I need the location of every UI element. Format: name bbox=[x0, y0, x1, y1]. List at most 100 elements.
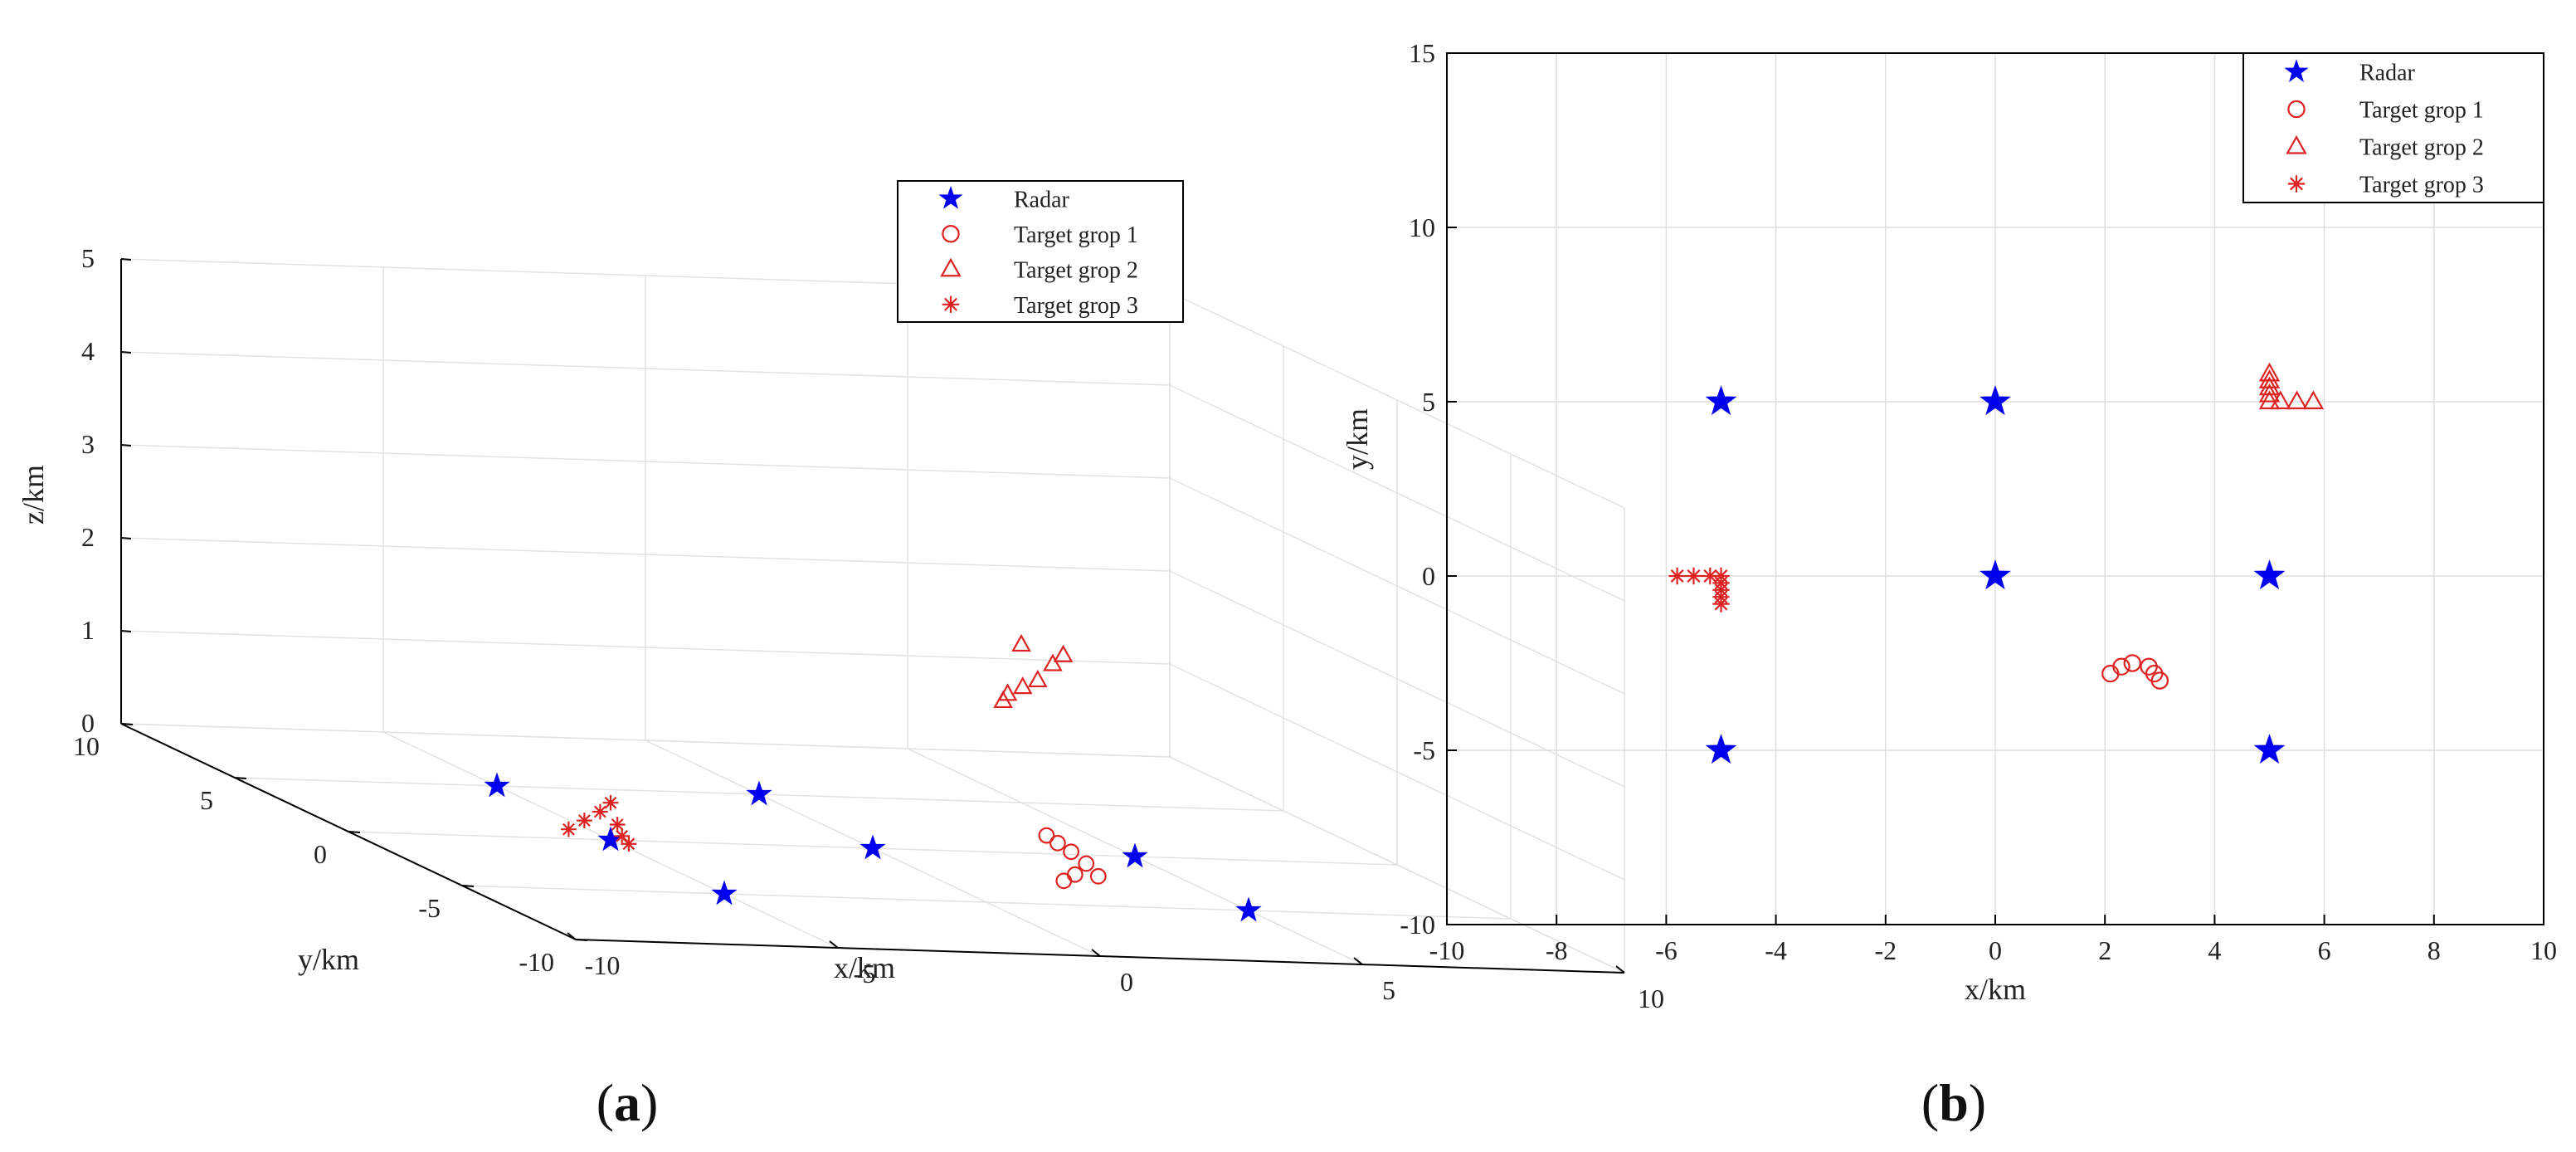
y-axis-label: y/km bbox=[1341, 408, 1374, 470]
data-point-radar bbox=[2253, 734, 2286, 764]
data-point-target-grop-1 bbox=[1038, 827, 1055, 844]
tick-label-x: 2 bbox=[2098, 935, 2111, 965]
tick-label-x: -5 bbox=[854, 959, 876, 988]
wall-gridline-z bbox=[1169, 477, 1625, 695]
tick-label-x: 8 bbox=[2427, 935, 2441, 965]
legend-marker-radar bbox=[938, 185, 963, 209]
tick-label-z: 0 bbox=[81, 708, 95, 738]
data-point-target-grop-2 bbox=[2302, 390, 2325, 410]
wall-gridline-z bbox=[120, 351, 1171, 386]
legend-marker-target-grop-1 bbox=[942, 225, 960, 243]
legend-marker-target-grop-2 bbox=[940, 257, 962, 277]
data-point-target-grop-1 bbox=[2150, 671, 2169, 690]
data-point-radar bbox=[859, 834, 886, 860]
tick-label-y: 5 bbox=[1422, 387, 1435, 417]
tick-label-x: 0 bbox=[1120, 967, 1133, 997]
tick-mark-y bbox=[234, 777, 247, 779]
data-point-target-grop-3 bbox=[1668, 567, 1686, 585]
series-target-grop-1 bbox=[1038, 827, 1107, 890]
data-point-radar bbox=[1235, 896, 1262, 922]
wall-gridline-z bbox=[120, 444, 1171, 479]
data-point-target-grop-3 bbox=[614, 827, 631, 844]
data-point-target-grop-2 bbox=[2258, 369, 2281, 388]
legend-marker-radar bbox=[2284, 59, 2309, 82]
legend-marker-target-grop-3 bbox=[2287, 175, 2306, 193]
data-point-target-grop-2 bbox=[2258, 362, 2281, 382]
data-point-target-grop-1 bbox=[2123, 654, 2141, 672]
tick-mark-x bbox=[567, 932, 577, 940]
data-point-target-grop-1 bbox=[1066, 866, 1083, 883]
data-point-target-grop-2 bbox=[2286, 390, 2308, 410]
tick-mark-x bbox=[1615, 965, 1625, 974]
data-point-target-grop-1 bbox=[1089, 867, 1107, 885]
tick-mark-z bbox=[120, 630, 132, 632]
tick-mark-x bbox=[1091, 949, 1101, 957]
tick-label-y: -5 bbox=[1413, 735, 1435, 765]
caption-b: (b) bbox=[1921, 1073, 1986, 1132]
data-point-radar bbox=[1979, 385, 2011, 416]
plot-frame bbox=[1446, 52, 2544, 925]
legend-label-target-grop-3: Target grop 3 bbox=[1014, 293, 1138, 319]
z-axis-label: z/km bbox=[17, 465, 50, 525]
tick-label-x: 4 bbox=[2208, 935, 2221, 965]
tick-label-x: -2 bbox=[1874, 935, 1897, 965]
tick-label-x: -10 bbox=[1429, 935, 1465, 965]
legend-label-target-grop-2: Target grop 2 bbox=[2359, 135, 2484, 161]
tick-label-z: 5 bbox=[81, 243, 95, 273]
data-point-target-grop-1 bbox=[1063, 843, 1080, 861]
tick-label-x: 6 bbox=[2318, 935, 2331, 965]
data-point-target-grop-1 bbox=[1055, 872, 1073, 890]
tick-label-x: -4 bbox=[1765, 935, 1787, 965]
data-point-target-grop-3 bbox=[1685, 567, 1702, 585]
chart-panel-b-2d: -10 -8 -6 -4 -2 0 2 4 6 8 10 -10 -5 0 5 10 15 x/km y/km Rad… bbox=[1341, 38, 2557, 1006]
data-point-target-grop-1 bbox=[1078, 855, 1095, 872]
legend: Radar Target grop 1 Target grop 2 Target gr… bbox=[897, 180, 1184, 323]
tick-mark-z bbox=[120, 258, 132, 261]
data-point-target-grop-3 bbox=[577, 813, 592, 828]
data-point-target-grop-2 bbox=[1053, 644, 1074, 662]
series-radar bbox=[1705, 385, 2286, 764]
data-point-target-grop-1 bbox=[2112, 657, 2130, 676]
tick-label-x: -10 bbox=[585, 950, 621, 980]
data-point-target-grop-2 bbox=[997, 683, 1018, 701]
tick-label-y: -10 bbox=[1400, 910, 1435, 940]
tick-label-z: 1 bbox=[81, 615, 95, 645]
tick-mark-z bbox=[120, 537, 132, 539]
tick-label-x: 0 bbox=[1989, 935, 2002, 965]
data-point-target-grop-1 bbox=[1049, 834, 1066, 852]
tick-label-y: -10 bbox=[519, 947, 554, 977]
data-point-target-grop-3 bbox=[602, 794, 619, 811]
tick-label-y: 15 bbox=[1409, 38, 1435, 68]
tick-label-y: 10 bbox=[73, 731, 100, 761]
data-point-target-grop-3 bbox=[1702, 567, 1719, 585]
tick-label-y: -5 bbox=[418, 893, 441, 923]
tick-label-x: -6 bbox=[1655, 935, 1678, 965]
tick-label-z: 3 bbox=[81, 429, 95, 459]
tick-mark-x bbox=[829, 940, 839, 949]
data-point-radar bbox=[1705, 385, 1737, 416]
data-point-target-grop-2 bbox=[2270, 390, 2291, 410]
data-point-target-grop-2 bbox=[2258, 383, 2281, 403]
tick-label-x: 5 bbox=[1382, 975, 1395, 1005]
wall-gridline-z bbox=[120, 723, 1171, 758]
legend: Radar Target grop 1 Target grop 2 Target gr… bbox=[2242, 52, 2544, 203]
legend-marker-target-grop-2 bbox=[2286, 134, 2307, 154]
tick-mark-z bbox=[120, 444, 132, 447]
tick-label-z: 2 bbox=[81, 522, 95, 552]
tick-label-z: 4 bbox=[81, 336, 95, 366]
data-point-radar bbox=[711, 880, 738, 905]
data-point-target-grop-3 bbox=[592, 803, 608, 820]
series-radar bbox=[484, 772, 1262, 922]
data-point-target-grop-3 bbox=[1712, 595, 1730, 613]
y-axis-label: y/km bbox=[298, 943, 359, 976]
data-point-target-grop-3 bbox=[561, 821, 577, 837]
data-point-target-grop-2 bbox=[1012, 676, 1033, 695]
legend-label-target-grop-1: Target grop 1 bbox=[2359, 98, 2484, 124]
data-point-target-grop-2 bbox=[1027, 669, 1048, 688]
legend-label-target-grop-2: Target grop 2 bbox=[1014, 257, 1138, 283]
tick-label-x: 10 bbox=[2530, 935, 2557, 965]
data-point-radar bbox=[746, 780, 772, 806]
legend-label-target-grop-1: Target grop 1 bbox=[1014, 222, 1138, 248]
legend-marker-target-grop-1 bbox=[2287, 100, 2306, 119]
